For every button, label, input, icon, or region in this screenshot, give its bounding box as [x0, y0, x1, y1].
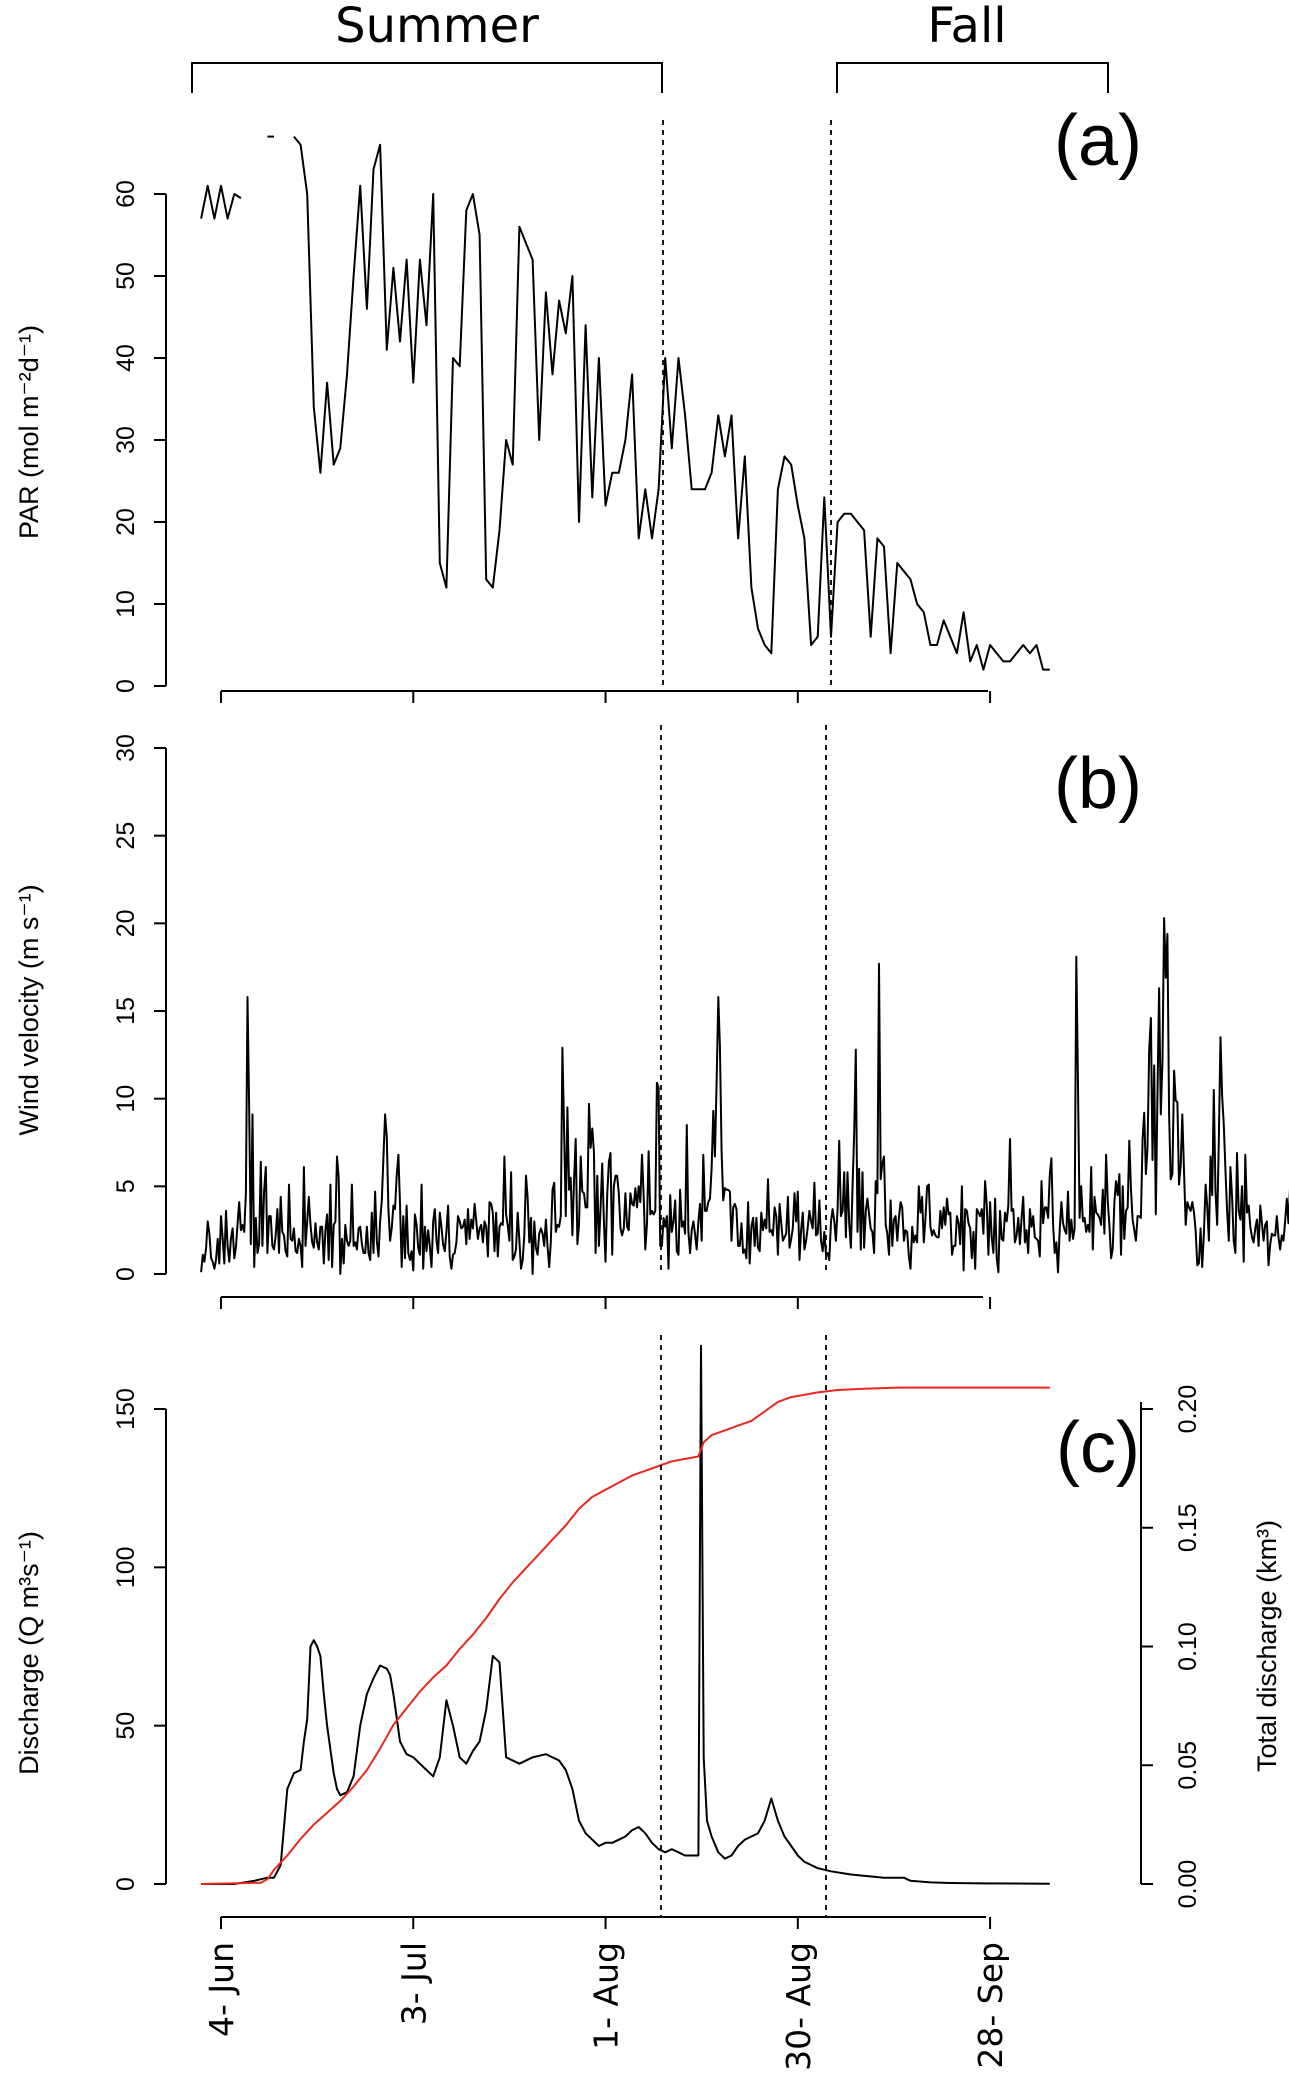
y-tick-label: 30 — [112, 426, 140, 454]
panel-a-tag: (a) — [1054, 101, 1142, 181]
y-tick-label: 50 — [112, 262, 140, 290]
summer-bracket — [191, 62, 663, 93]
par-series-line — [293, 135, 1050, 671]
y-tick-label: 60 — [112, 180, 140, 208]
panel-c-x-ticks — [220, 1917, 992, 1929]
panel-c-tag: (c) — [1056, 1408, 1140, 1488]
panel-b-tag: (b) — [1054, 744, 1142, 824]
y-tick-label: 0 — [112, 679, 140, 693]
panel-b-wind: 0 5 10 15 20 25 30 Wind velocity (m s⁻¹) (b) — [14, 734, 1289, 1309]
y2-tick-label: 0.20 — [1174, 1385, 1202, 1434]
y-tick-label: 0 — [112, 1877, 140, 1891]
panel-b-ylabel: Wind velocity (m s⁻¹) — [14, 884, 44, 1135]
panel-b-x-ticks — [220, 1297, 992, 1309]
panel-c-y-ticks: 0 50 100 150 — [112, 1388, 166, 1891]
season-boundaries — [660, 120, 832, 1916]
y-tick-label: 100 — [112, 1546, 140, 1588]
y-tick-label: 15 — [112, 997, 140, 1025]
date-labels: 4- Jun 3- Jul 1- Aug 30- Aug 28- Sep — [202, 1942, 1010, 2071]
y-tick-label: 30 — [112, 734, 140, 762]
y2-tick-label: 0.15 — [1174, 1503, 1202, 1552]
date-label: 1- Aug — [587, 1942, 626, 2050]
discharge-series-line — [201, 1344, 1050, 1885]
panel-a-ylabel: PAR (mol m⁻²d⁻¹) — [14, 325, 44, 539]
wind-series-line — [200, 917, 1289, 1275]
panel-c-series — [201, 1344, 1050, 1885]
total-discharge-series-line — [201, 1386, 1050, 1885]
panel-b-series — [200, 917, 1289, 1275]
y-tick-label: 10 — [112, 1085, 140, 1113]
y-tick-label: 150 — [112, 1388, 140, 1430]
summer-label: Summer — [335, 0, 539, 54]
y-tick-label: 40 — [112, 344, 140, 372]
date-label: 4- Jun — [202, 1942, 241, 2037]
panel-a-y-ticks: 0 10 20 30 40 50 60 — [112, 180, 166, 693]
y-tick-label: 50 — [112, 1712, 140, 1740]
date-label: 28- Sep — [971, 1942, 1010, 2069]
y-tick-label: 5 — [112, 1179, 140, 1193]
y2-tick-label: 0.10 — [1174, 1622, 1202, 1671]
panel-a-series — [200, 135, 1050, 671]
y-tick-label: 20 — [112, 508, 140, 536]
fall-label: Fall — [927, 0, 1006, 54]
y-tick-label: 10 — [112, 590, 140, 618]
par-series-line — [200, 184, 242, 220]
y-tick-label: 25 — [112, 822, 140, 850]
panel-c-ylabel: Discharge (Q m³s⁻¹) — [14, 1531, 44, 1775]
y2-tick-label: 0.00 — [1174, 1860, 1202, 1909]
panel-c-discharge: 0 50 100 150 0.00 0.05 0.10 0.15 0.20 Discharge… — [14, 1344, 1282, 1929]
y-tick-label: 20 — [112, 909, 140, 937]
fall-bracket — [836, 62, 1109, 93]
panel-b-y-ticks: 0 5 10 15 20 25 30 — [112, 734, 166, 1281]
panel-c-y2label: Total discharge (km³) — [1252, 1520, 1282, 1772]
y-tick-label: 0 — [112, 1267, 140, 1281]
y2-tick-label: 0.05 — [1174, 1741, 1202, 1790]
date-label: 30- Aug — [779, 1942, 818, 2071]
date-label: 3- Jul — [394, 1942, 433, 2025]
panel-c-y2-ticks: 0.00 0.05 0.10 0.15 0.20 — [1141, 1385, 1202, 1909]
panel-a-par: 0 10 20 30 40 50 60 PAR (mol m⁻²d⁻¹) (a) — [14, 101, 1142, 703]
panel-a-x-ticks — [220, 691, 992, 703]
